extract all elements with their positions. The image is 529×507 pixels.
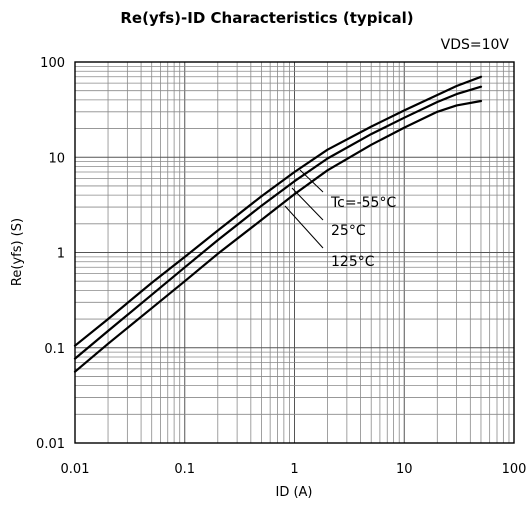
annotation-label: 25°C [331,223,366,239]
y-tick-label: 1 [57,247,65,262]
y-tick-label: 10 [48,151,65,166]
y-tick-label: 0.01 [36,437,65,452]
y-axis-label: Re(yfs) (S) [10,218,25,286]
series-curve [73,99,483,373]
series-curve [73,85,483,360]
x-tick-label: 1 [290,462,298,477]
x-tick-label: 0.1 [174,462,195,477]
annotation-label: 125°C [331,254,375,270]
x-tick-label: 0.01 [61,462,90,477]
chart-title: Re(yfs)-ID Characteristics (typical) [120,9,413,27]
plot-frame [74,61,515,444]
y-tick-label: 0.1 [44,342,65,357]
x-tick-label: 10 [396,462,413,477]
x-axis-label: ID (A) [275,485,312,500]
annotation-leader [284,205,324,249]
y-tick-label: 100 [40,56,65,71]
annotation-leader [291,187,324,221]
x-tick-labels: 0.01 0.1 1 10 100 [61,462,527,477]
series-curve [73,75,483,347]
annotation-label: Tc=-55°C [330,195,396,211]
y-tick-labels: 0.01 0.1 1 10 100 [36,56,65,452]
curves [73,75,483,373]
annotations: Tc=-55°C 25°C 125°C [284,169,396,270]
annotation-leader [299,169,324,193]
grid [75,62,514,443]
x-tick-label: 100 [502,462,527,477]
condition-label: VDS=10V [441,37,510,53]
